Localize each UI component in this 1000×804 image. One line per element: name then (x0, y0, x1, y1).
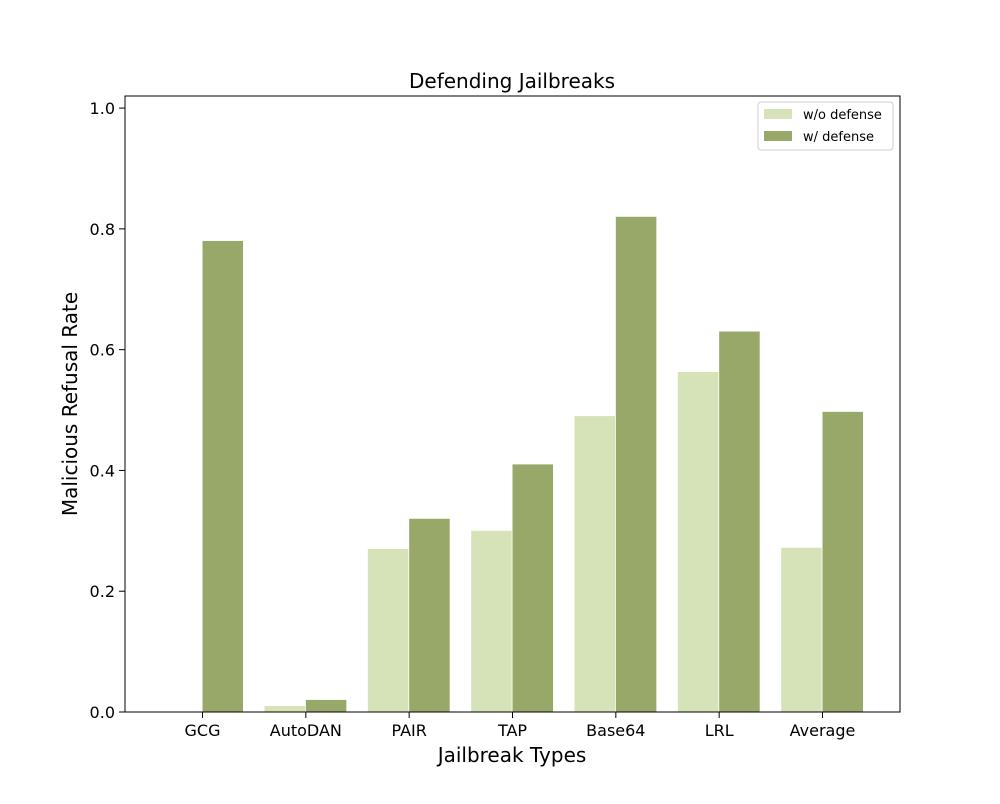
x-tick-label: GCG (185, 721, 221, 740)
x-axis: GCG AutoDAN PAIR TAP Base64 LRL Average (185, 712, 856, 740)
bar-w-defense-autodan (305, 699, 347, 712)
bar-wo-defense-average (781, 547, 822, 712)
bars-layer (202, 216, 864, 712)
bar-w-defense-gcg (202, 240, 244, 712)
x-axis-title: Jailbreak Types (436, 743, 587, 767)
legend: w/o defense w/ defense (757, 101, 894, 151)
bar-wo-defense-pair (367, 548, 409, 712)
bar-wo-defense-lrl (677, 371, 719, 712)
y-tick-label: 0.8 (90, 220, 115, 239)
y-tick-label: 0.4 (90, 461, 115, 480)
bar-w-defense-tap (512, 464, 554, 712)
bar-wo-defense-tap (471, 530, 512, 712)
x-tick-label: LRL (705, 721, 734, 740)
bar-wo-defense-base64 (574, 416, 616, 712)
legend-swatch-wo-defense (764, 109, 792, 119)
x-tick-label: Base64 (586, 721, 645, 740)
y-tick-label: 0.6 (90, 341, 115, 360)
x-tick-label: AutoDAN (270, 721, 342, 740)
bar-w-defense-lrl (719, 331, 760, 712)
bar-wo-defense-autodan (264, 705, 306, 712)
legend-swatch-w-defense (764, 131, 792, 141)
y-tick-label: 0.2 (90, 582, 115, 601)
x-tick-label: TAP (497, 721, 527, 740)
bar-w-defense-average (822, 411, 864, 712)
y-axis-title: Malicious Refusal Rate (58, 292, 82, 516)
legend-label-wo-defense: w/o defense (803, 108, 882, 123)
bar-w-defense-pair (409, 518, 450, 712)
bar-w-defense-base64 (615, 216, 657, 712)
y-tick-label: 1.0 (90, 99, 115, 118)
legend-label-w-defense: w/ defense (803, 130, 874, 145)
y-axis: 0.0 0.2 0.4 0.6 0.8 1.0 (90, 99, 125, 722)
y-tick-label: 0.0 (90, 703, 115, 722)
x-tick-label: Average (790, 721, 856, 740)
x-tick-label: PAIR (391, 721, 426, 740)
chart-title: Defending Jailbreaks (409, 69, 615, 93)
